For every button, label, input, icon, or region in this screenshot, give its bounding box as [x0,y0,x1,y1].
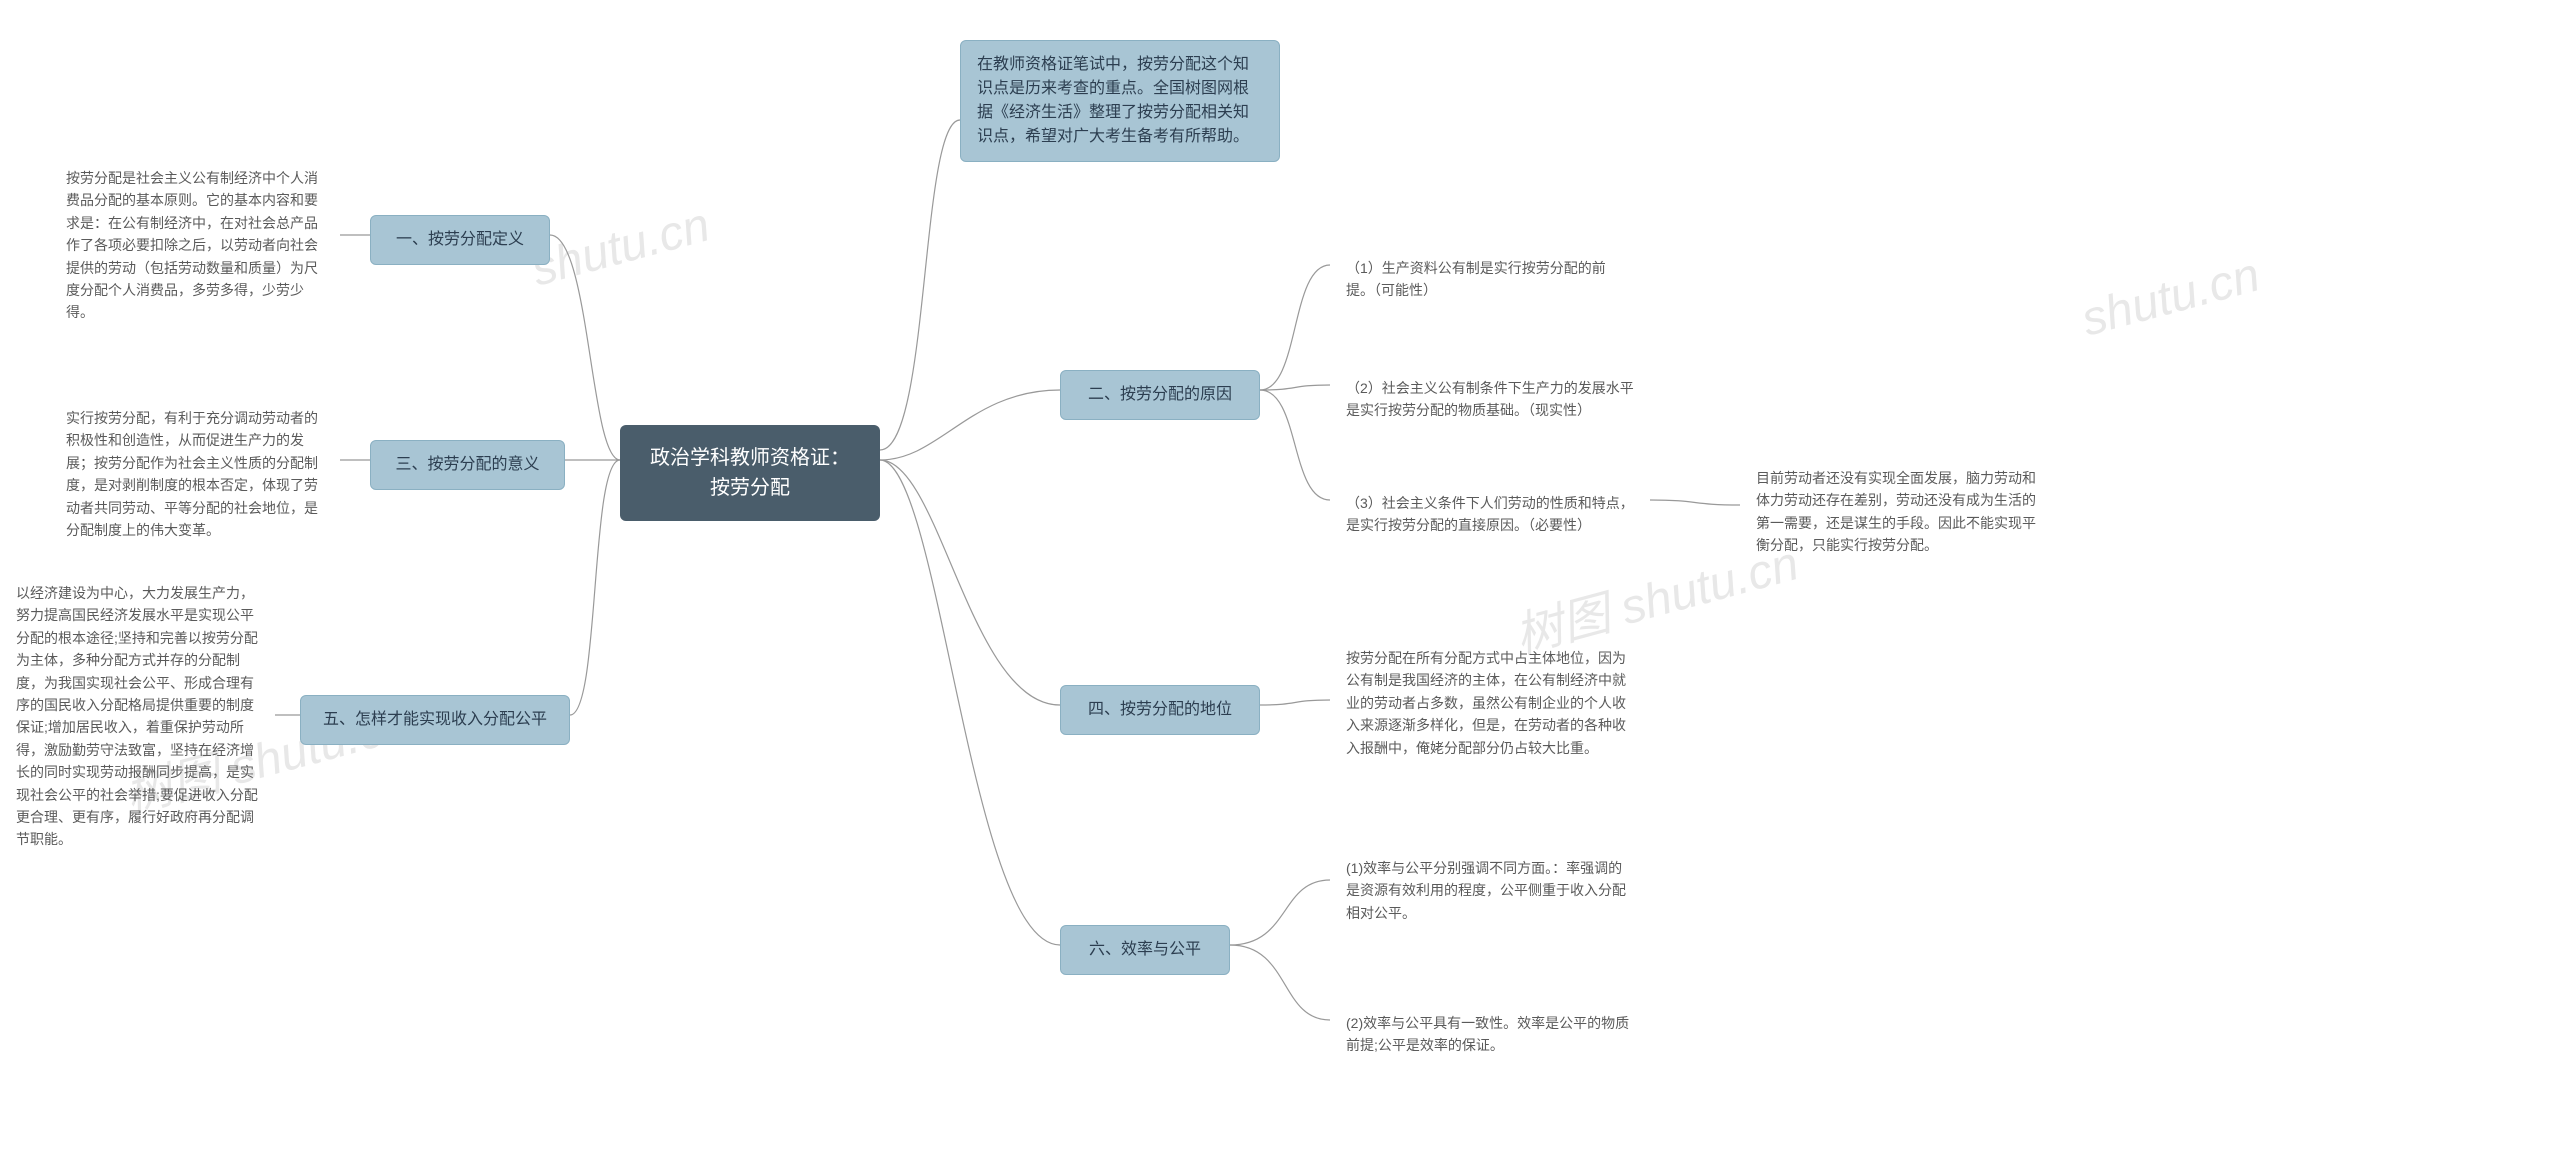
branch-2-label: 二、按劳分配的原因 [1088,386,1232,403]
branch-1-label: 一、按劳分配定义 [396,231,524,248]
intro-node: 在教师资格证笔试中，按劳分配这个知识点是历来考查的重点。全国树图网根据《经济生活… [960,40,1280,162]
leaf-2-3-text: （3）社会主义条件下人们劳动的性质和特点，是实行按劳分配的直接原因。（必要性） [1346,495,1634,533]
root-text: 政治学科教师资格证：按劳分配 [650,447,850,499]
intro-text: 在教师资格证笔试中，按劳分配这个知识点是历来考查的重点。全国树图网根据《经济生活… [977,56,1249,145]
leaf-2-3-sub-text: 目前劳动者还没有实现全面发展，脑力劳动和体力劳动还存在差别，劳动还没有成为生活的… [1756,470,2036,553]
leaf-4-text: 按劳分配在所有分配方式中占主体地位，因为公有制是我国经济的主体，在公有制经济中就… [1346,650,1626,756]
branch-6-label: 六、效率与公平 [1089,941,1201,958]
branch-5: 五、怎样才能实现收入分配公平 [300,695,570,745]
leaf-6-1: (1)效率与公平分别强调不同方面。：率强调的是资源有效利用的程度，公平侧重于收入… [1330,845,1650,936]
leaf-2-3-sub: 目前劳动者还没有实现全面发展，脑力劳动和体力劳动还存在差别，劳动还没有成为生活的… [1740,455,2060,569]
leaf-3: 实行按劳分配，有利于充分调动劳动者的积极性和创造性，从而促进生产力的发展；按劳分… [50,395,340,553]
leaf-3-text: 实行按劳分配，有利于充分调动劳动者的积极性和创造性，从而促进生产力的发展；按劳分… [66,410,318,538]
branch-1: 一、按劳分配定义 [370,215,550,265]
branch-3: 三、按劳分配的意义 [370,440,565,490]
leaf-2-2: （2）社会主义公有制条件下生产力的发展水平是实行按劳分配的物质基础。（现实性） [1330,365,1650,434]
leaf-4: 按劳分配在所有分配方式中占主体地位，因为公有制是我国经济的主体，在公有制经济中就… [1330,635,1650,771]
branch-5-label: 五、怎样才能实现收入分配公平 [323,711,547,728]
leaf-6-2: (2)效率与公平具有一致性。效率是公平的物质前提;公平是效率的保证。 [1330,1000,1650,1069]
branch-3-label: 三、按劳分配的意义 [395,456,539,473]
leaf-2-3: （3）社会主义条件下人们劳动的性质和特点，是实行按劳分配的直接原因。（必要性） [1330,480,1650,549]
leaf-5-text: 以经济建设为中心，大力发展生产力，努力提高国民经济发展水平是实现公平分配的根本途… [16,585,258,847]
leaf-1-text: 按劳分配是社会主义公有制经济中个人消费品分配的基本原则。它的基本内容和要求是：在… [66,170,318,320]
leaf-6-1-text: (1)效率与公平分别强调不同方面。：率强调的是资源有效利用的程度，公平侧重于收入… [1346,860,1626,921]
branch-6: 六、效率与公平 [1060,925,1230,975]
branch-4-label: 四、按劳分配的地位 [1088,701,1232,718]
branch-4: 四、按劳分配的地位 [1060,685,1260,735]
leaf-6-2-text: (2)效率与公平具有一致性。效率是公平的物质前提;公平是效率的保证。 [1346,1015,1629,1053]
leaf-5: 以经济建设为中心，大力发展生产力，努力提高国民经济发展水平是实现公平分配的根本途… [0,570,275,863]
connector-lines [0,0,2560,1149]
leaf-2-1-text: （1）生产资料公有制是实行按劳分配的前提。（可能性） [1346,260,1606,298]
root-node: 政治学科教师资格证：按劳分配 [620,425,880,521]
branch-2: 二、按劳分配的原因 [1060,370,1260,420]
leaf-2-2-text: （2）社会主义公有制条件下生产力的发展水平是实行按劳分配的物质基础。（现实性） [1346,380,1634,418]
leaf-1: 按劳分配是社会主义公有制经济中个人消费品分配的基本原则。它的基本内容和要求是：在… [50,155,340,336]
leaf-2-1: （1）生产资料公有制是实行按劳分配的前提。（可能性） [1330,245,1640,314]
